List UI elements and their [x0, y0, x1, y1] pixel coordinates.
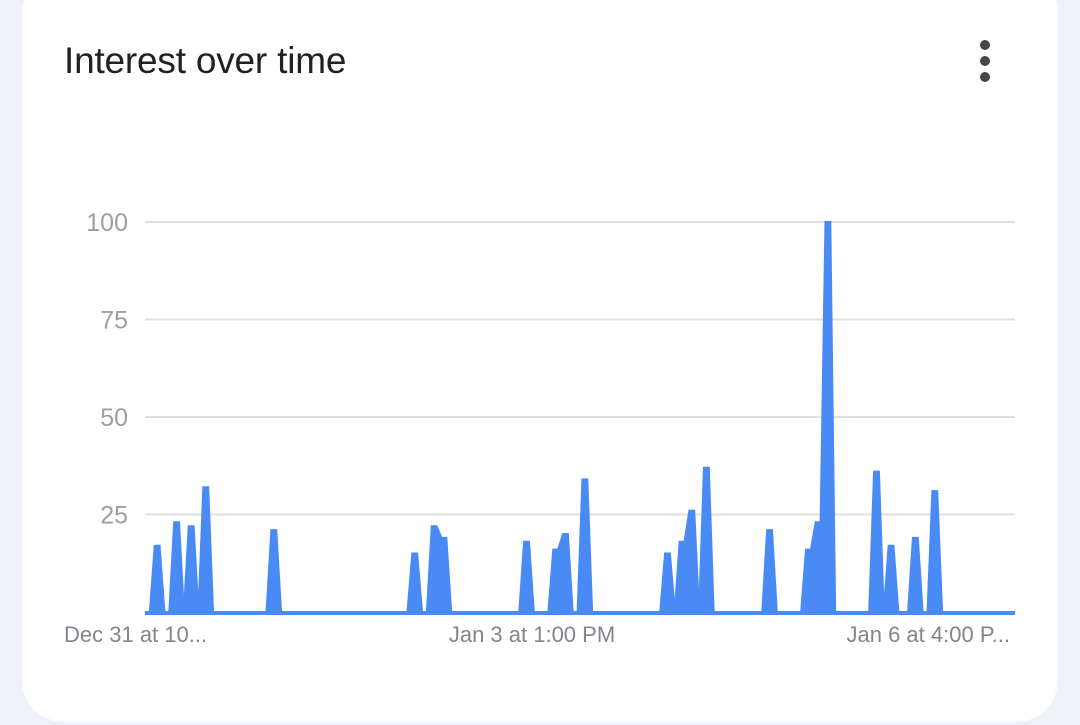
data-point — [159, 545, 161, 547]
y-axis-ticks: 25 50 75 100 — [86, 209, 128, 530]
data-point — [824, 221, 826, 223]
menu-dot — [980, 40, 990, 50]
data-point — [878, 471, 880, 473]
data-point — [815, 521, 817, 523]
data-point — [888, 545, 890, 547]
y-tick-label: 100 — [86, 209, 128, 237]
data-point — [523, 541, 525, 543]
data-point — [664, 553, 666, 554]
data-point — [688, 510, 690, 512]
data-point — [528, 541, 530, 543]
x-tick-label: Dec 31 at 10... — [64, 622, 207, 647]
data-point — [557, 549, 559, 551]
data-point — [693, 510, 695, 512]
data-point — [173, 521, 175, 523]
data-point — [766, 529, 768, 531]
data-point — [154, 545, 156, 547]
data-point — [936, 490, 938, 492]
data-point — [270, 529, 272, 531]
data-point — [669, 553, 671, 554]
data-point — [178, 521, 180, 523]
data-point — [679, 541, 681, 543]
data-point — [931, 490, 933, 492]
data-point — [703, 467, 705, 469]
data-point — [416, 553, 418, 554]
y-tick-label: 75 — [100, 307, 128, 335]
grid-lines — [145, 221, 1015, 516]
data-point — [581, 478, 583, 480]
data-point — [193, 525, 195, 527]
x-axis-ticks: Dec 31 at 10... Jan 3 at 1:00 PM Jan 6 at … — [64, 622, 1010, 647]
data-point — [202, 486, 204, 488]
data-point — [892, 545, 894, 547]
x-tick-label: Jan 6 at 4:00 P... — [847, 622, 1011, 647]
data-point — [912, 537, 914, 539]
data-point — [411, 553, 413, 554]
data-point — [275, 529, 277, 531]
data-point — [188, 525, 190, 527]
data-point — [810, 549, 812, 551]
data-point — [567, 533, 569, 535]
data-point — [207, 486, 209, 488]
data-point — [552, 549, 554, 551]
data-point — [562, 533, 564, 535]
data-point — [771, 529, 773, 531]
data-point — [431, 525, 433, 527]
y-tick-label: 50 — [100, 404, 128, 432]
x-tick-label: Jan 3 at 1:00 PM — [449, 622, 615, 647]
menu-dot — [980, 72, 990, 82]
data-point — [436, 525, 438, 527]
data-point — [820, 521, 822, 523]
chart-title: Interest over time — [64, 40, 347, 81]
y-tick-label: 25 — [100, 502, 128, 530]
data-point — [684, 541, 685, 543]
data-point — [829, 221, 831, 223]
data-point — [445, 537, 447, 539]
menu-dot — [980, 56, 990, 66]
data-point — [708, 467, 710, 469]
more-vert-icon[interactable] — [968, 36, 1002, 86]
data-point — [586, 478, 588, 480]
data-point — [917, 537, 919, 539]
data-point — [873, 471, 875, 473]
data-point — [805, 549, 807, 551]
data-point — [440, 537, 442, 539]
